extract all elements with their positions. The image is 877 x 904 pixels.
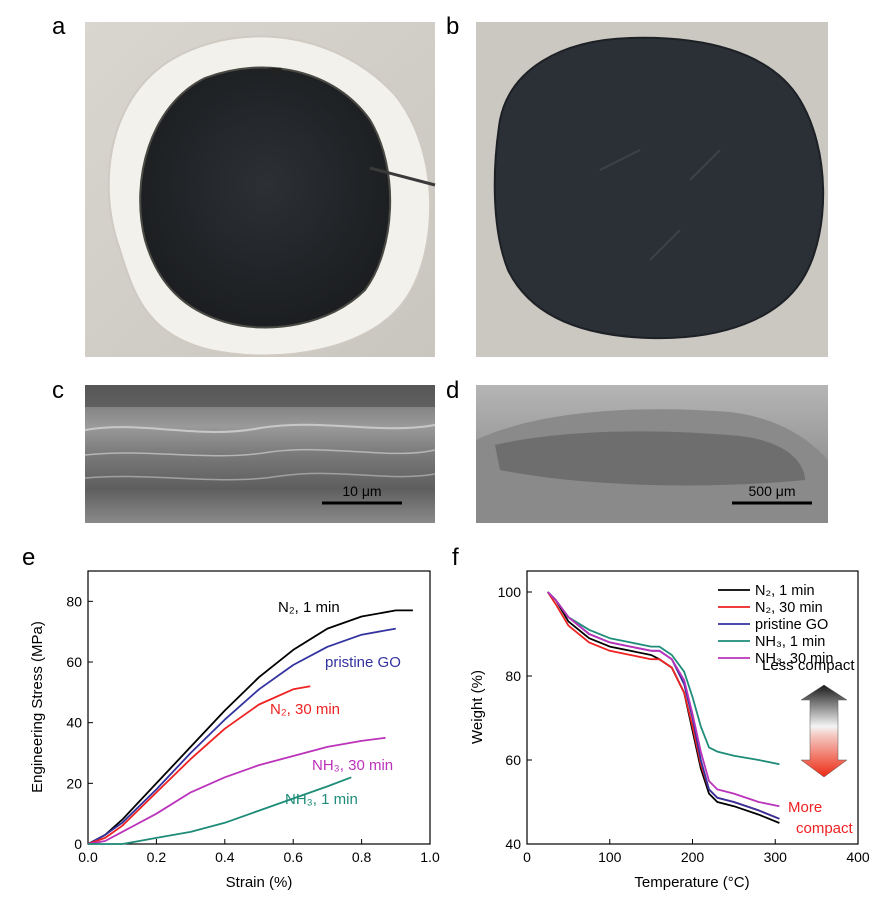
chart-e-xtick-label: 0.4 (215, 849, 235, 865)
chart-e-annotation-n2-1min: N₂, 1 min (278, 599, 340, 616)
chart-e-ytick-label: 80 (66, 593, 82, 609)
chart-e-ytick-label: 40 (66, 715, 82, 731)
chart-e-annotation-n2-30min: N₂, 30 min (270, 701, 340, 718)
panel-letter-f: f (452, 544, 459, 571)
chart-f-legend-label-nh3-30-min: NH₃, 30 min (755, 651, 833, 667)
scale-bar-label-d: 500 μm (749, 483, 796, 499)
chart-e-lines (87, 609, 413, 845)
chart-f-legend-label-n2-1-min: N₂, 1 min (755, 583, 815, 599)
chart-f-ytick-label: 100 (498, 584, 522, 600)
chart-f-legend-label-n2-30-min: N₂, 30 min (755, 600, 823, 616)
chart-f-xtick-label: 400 (846, 849, 870, 865)
chart-e-stress-strain: 0.0 0.2 0.4 0.6 0.8 1.0 0 20 40 60 80 Strain (%) E… (29, 570, 440, 891)
chart-e-ytick-label: 0 (74, 836, 82, 852)
chart-e-xtick-label: 1.0 (420, 849, 440, 865)
chart-f-xtick-label: 100 (598, 849, 622, 865)
chart-f-xtick-label: 0 (523, 849, 531, 865)
sem-crumpled-film-d: 500 μm (476, 385, 828, 523)
chart-f-series-nh3-1-min (547, 591, 780, 766)
chart-e-series-pristine-go (87, 627, 396, 845)
chart-e-xtick-label: 0.6 (283, 849, 303, 865)
chart-e-ytick-label: 20 (66, 775, 82, 791)
chart-e-plot-frame (87, 570, 431, 845)
chart-e-annotation-nh3-30min: NH₃, 30 min (312, 757, 393, 774)
panel-letter-d: d (446, 377, 459, 404)
compactness-arrow-icon (800, 684, 848, 778)
chart-f-annotation-more: More (788, 799, 822, 816)
chart-f-series-nh3-30-min (547, 591, 780, 808)
scale-bar-label-c: 10 μm (342, 483, 381, 499)
chart-f-xtick-label: 300 (764, 849, 788, 865)
chart-e-series-nh3-1-min (88, 776, 352, 845)
chart-e-series-nh3-30-min (87, 736, 386, 845)
chart-f-ticks: 0 100 200 300 400 40 60 80 100 (498, 584, 870, 865)
chart-e-ylabel: Engineering Stress (MPa) (29, 621, 46, 793)
photo-film-in-ring (85, 22, 436, 357)
chart-e-annotation-pristine-go: pristine GO (325, 654, 401, 671)
sem-cross-section-c: 10 μm (84, 385, 436, 523)
photo-freestanding-film (476, 22, 828, 357)
chart-f-xtick-label: 200 (681, 849, 705, 865)
chart-f-xlabel: Temperature (°C) (634, 874, 749, 891)
chart-e-xtick-label: 0.0 (78, 849, 98, 865)
panel-letter-b: b (446, 13, 459, 40)
chart-f-lines (546, 591, 780, 824)
panel-letter-c: c (52, 377, 64, 404)
chart-e-xtick-label: 0.2 (147, 849, 167, 865)
chart-f-annotation-less-compact: Less compact (762, 657, 855, 674)
chart-e-ticks: 0.0 0.2 0.4 0.6 0.8 1.0 0 20 40 60 80 (66, 593, 440, 865)
panel-letter-a: a (52, 13, 66, 40)
chart-f-legend-label-nh3-1-min: NH₃, 1 min (755, 634, 825, 650)
chart-f-ytick-label: 60 (505, 752, 521, 768)
chart-f-ytick-label: 80 (505, 668, 521, 684)
chart-e-series-n2-30-min (87, 685, 311, 845)
panel-letter-e: e (22, 544, 35, 571)
chart-e-xtick-label: 0.8 (352, 849, 372, 865)
chart-e-series-n2-1-min (87, 609, 413, 845)
chart-e-annotation-nh3-1min: NH₃, 1 min (285, 791, 358, 808)
chart-f-ytick-label: 40 (505, 836, 521, 852)
chart-e-ytick-label: 60 (66, 654, 82, 670)
chart-e-xlabel: Strain (%) (226, 874, 293, 891)
chart-f-legend-label-pristine-go: pristine GO (755, 617, 828, 633)
chart-f-ylabel: Weight (%) (469, 670, 486, 744)
chart-f-annotation-compact: compact (796, 820, 854, 837)
